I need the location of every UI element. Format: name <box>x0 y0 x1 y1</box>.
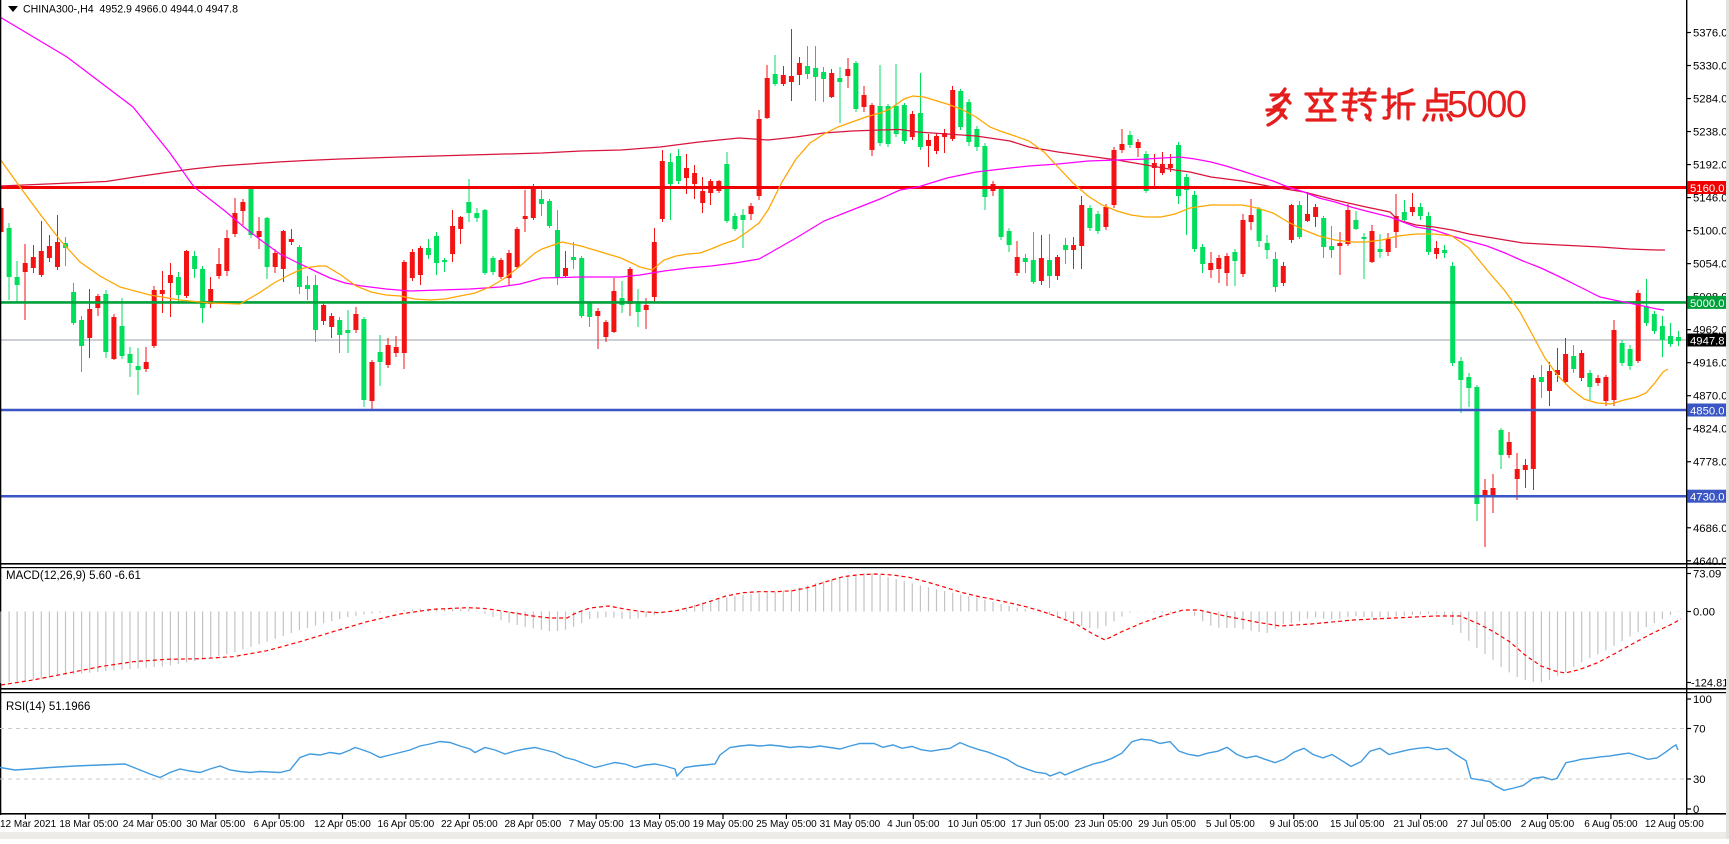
svg-text:24 Mar 05:00: 24 Mar 05:00 <box>123 819 182 830</box>
svg-text:16 Apr 05:00: 16 Apr 05:00 <box>378 819 435 830</box>
svg-text:4640.0: 4640.0 <box>1693 556 1728 568</box>
svg-text:4824.0: 4824.0 <box>1693 424 1728 436</box>
svg-text:17 Jun 05:00: 17 Jun 05:00 <box>1011 819 1069 830</box>
svg-text:RSI(14) 51.1966: RSI(14) 51.1966 <box>6 701 90 713</box>
svg-text:5 Jul 05:00: 5 Jul 05:00 <box>1206 819 1255 830</box>
svg-text:30: 30 <box>1693 774 1706 786</box>
svg-text:5376.0: 5376.0 <box>1693 28 1728 40</box>
svg-text:2 Aug 05:00: 2 Aug 05:00 <box>1521 819 1575 830</box>
svg-text:5238.0: 5238.0 <box>1693 127 1728 139</box>
svg-text:6 Apr 05:00: 6 Apr 05:00 <box>254 819 306 830</box>
svg-text:4850.0: 4850.0 <box>1690 406 1725 418</box>
svg-text:9 Jul 05:00: 9 Jul 05:00 <box>1269 819 1318 830</box>
svg-text:5054.0: 5054.0 <box>1693 259 1728 271</box>
svg-text:22 Apr 05:00: 22 Apr 05:00 <box>441 819 498 830</box>
svg-text:29 Jun 05:00: 29 Jun 05:00 <box>1138 819 1196 830</box>
svg-text:100: 100 <box>1693 694 1712 706</box>
svg-text:30 Mar 05:00: 30 Mar 05:00 <box>186 819 245 830</box>
svg-text:70: 70 <box>1693 724 1706 736</box>
svg-text:5160.0: 5160.0 <box>1690 183 1725 195</box>
svg-text:5000.0: 5000.0 <box>1690 298 1725 310</box>
svg-text:4730.0: 4730.0 <box>1690 492 1725 504</box>
svg-text:13 May 05:00: 13 May 05:00 <box>629 819 690 830</box>
svg-text:19 May 05:00: 19 May 05:00 <box>693 819 754 830</box>
svg-text:6 Aug 05:00: 6 Aug 05:00 <box>1584 819 1638 830</box>
svg-text:CHINA300-,H4 4952.9 4966.0 49: CHINA300-,H4 4952.9 4966.0 4944.0 4947.8 <box>23 3 238 15</box>
svg-text:23 Jun 05:00: 23 Jun 05:00 <box>1075 819 1133 830</box>
svg-text:73.09: 73.09 <box>1693 569 1721 581</box>
svg-text:31 May 05:00: 31 May 05:00 <box>820 819 881 830</box>
svg-text:0: 0 <box>1693 804 1699 816</box>
svg-text:10 Jun 05:00: 10 Jun 05:00 <box>948 819 1006 830</box>
svg-text:4870.0: 4870.0 <box>1693 391 1728 403</box>
svg-text:4 Jun 05:00: 4 Jun 05:00 <box>887 819 940 830</box>
svg-text:0.00: 0.00 <box>1693 607 1715 619</box>
svg-text:-124.81: -124.81 <box>1691 678 1728 690</box>
svg-text:12 Apr 05:00: 12 Apr 05:00 <box>314 819 371 830</box>
svg-text:5192.0: 5192.0 <box>1693 160 1728 172</box>
svg-text:7 May 05:00: 7 May 05:00 <box>569 819 624 830</box>
svg-text:4778.0: 4778.0 <box>1693 457 1728 469</box>
svg-text:25 May 05:00: 25 May 05:00 <box>756 819 817 830</box>
svg-text:4686.0: 4686.0 <box>1693 523 1728 535</box>
svg-text:27 Jul 05:00: 27 Jul 05:00 <box>1457 819 1512 830</box>
svg-text:28 Apr 05:00: 28 Apr 05:00 <box>504 819 561 830</box>
svg-text:21 Jul 05:00: 21 Jul 05:00 <box>1393 819 1448 830</box>
svg-text:5330.0: 5330.0 <box>1693 61 1728 73</box>
svg-text:12 Aug 05:00: 12 Aug 05:00 <box>1645 819 1704 830</box>
svg-text:4916.0: 4916.0 <box>1693 358 1728 370</box>
svg-text:5100.0: 5100.0 <box>1693 226 1728 238</box>
svg-text:5146.0: 5146.0 <box>1693 193 1728 205</box>
svg-text:18 Mar 05:00: 18 Mar 05:00 <box>59 819 118 830</box>
svg-text:4947.8: 4947.8 <box>1690 336 1725 348</box>
svg-text:5284.0: 5284.0 <box>1693 94 1728 106</box>
svg-text:12 Mar 2021: 12 Mar 2021 <box>0 819 57 830</box>
svg-text:MACD(12,26,9) 5.60 -6.61: MACD(12,26,9) 5.60 -6.61 <box>6 570 141 582</box>
svg-text:5000: 5000 <box>1447 84 1526 126</box>
svg-text:15 Jul 05:00: 15 Jul 05:00 <box>1330 819 1385 830</box>
